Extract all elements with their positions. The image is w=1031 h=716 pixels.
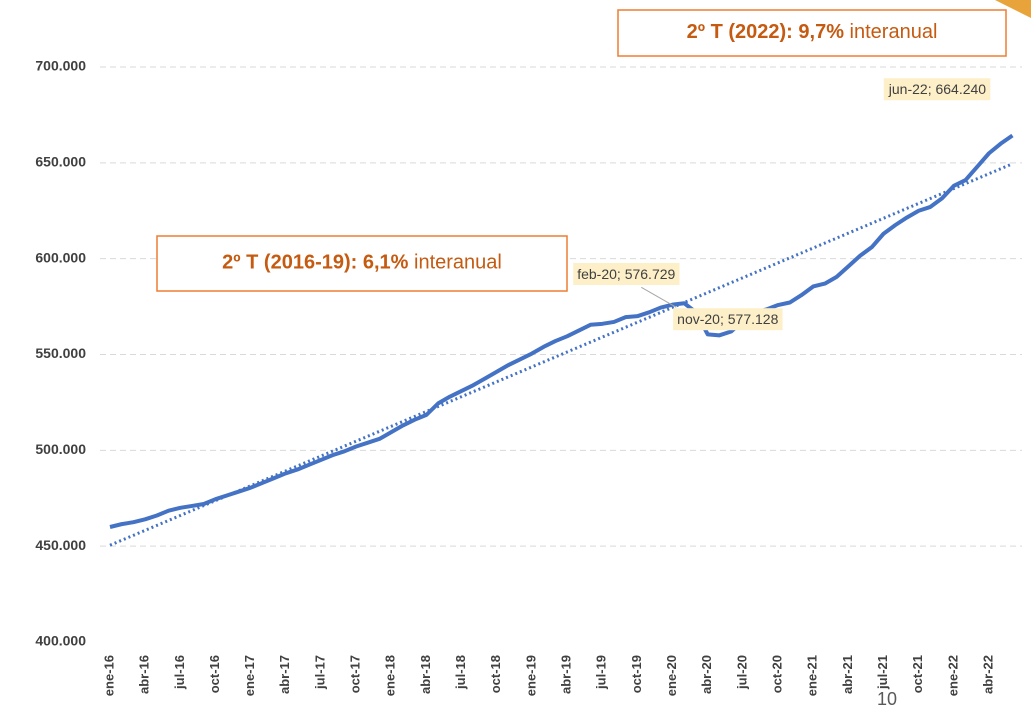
annotation-bold: 2º T (2016-19): 6,1% [222, 252, 408, 274]
data-label: nov-20; 577.128 [677, 311, 778, 327]
corner-decoration [995, 0, 1031, 18]
x-tick-label: jul-18 [453, 655, 468, 690]
data-label-box [673, 308, 783, 331]
data-label: feb-20; 576.729 [577, 266, 675, 282]
y-tick-label: 500.000 [35, 441, 86, 457]
x-tick-label: jul-21 [875, 655, 890, 690]
data-label: jun-22; 664.240 [888, 81, 987, 97]
x-tick-label: ene-19 [523, 655, 538, 696]
x-tick-label: ene-17 [242, 655, 257, 696]
y-tick-label: 450.000 [35, 537, 86, 553]
x-tick-label: oct-18 [488, 655, 503, 693]
x-tick-label: abr-20 [699, 655, 714, 694]
x-tick-label: ene-20 [664, 655, 679, 696]
y-tick-label: 600.000 [35, 249, 86, 265]
x-tick-label: ene-16 [101, 655, 116, 696]
x-tick-label: abr-22 [980, 655, 995, 694]
x-tick-label: abr-19 [559, 655, 574, 694]
x-tick-label: oct-19 [629, 655, 644, 693]
x-tick-label: abr-18 [418, 655, 433, 694]
x-tick-label: oct-21 [910, 655, 925, 693]
y-tick-label: 650.000 [35, 154, 86, 170]
x-tick-label: ene-22 [945, 655, 960, 696]
data-label-box [883, 78, 991, 101]
data-line [109, 133, 1014, 529]
x-tick-label: oct-16 [207, 655, 222, 693]
annotation-text: interanual [414, 252, 502, 274]
x-tick-label: oct-20 [769, 655, 784, 693]
annotation-box [617, 9, 1007, 57]
y-tick-label: 400.000 [35, 633, 86, 649]
annotation: 2º T (2016-19): 6,1% interanual [222, 252, 502, 274]
x-tick-label: abr-21 [840, 655, 855, 694]
page-number: 10 [877, 689, 897, 709]
x-tick-label: oct-17 [348, 655, 363, 693]
leader-line [641, 286, 677, 308]
x-tick-label: jul-17 [312, 655, 327, 690]
x-tick-label: ene-18 [383, 655, 398, 696]
y-tick-label: 550.000 [35, 345, 86, 361]
x-tick-label: abr-16 [137, 655, 152, 694]
annotation: 2º T (2022): 9,7% interanual [687, 21, 938, 43]
x-tick-label: jul-19 [594, 655, 609, 690]
x-tick-label: ene-21 [805, 655, 820, 696]
x-tick-label: jul-20 [734, 655, 749, 690]
trend-line [109, 162, 1014, 547]
data-label-box [573, 262, 680, 285]
annotation-bold: 2º T (2022): 9,7% [687, 21, 845, 43]
y-tick-label: 700.000 [35, 58, 86, 74]
annotation-text: interanual [850, 21, 938, 43]
annotation-box [156, 235, 568, 292]
x-tick-label: jul-16 [172, 655, 187, 690]
x-tick-label: abr-17 [277, 655, 292, 694]
